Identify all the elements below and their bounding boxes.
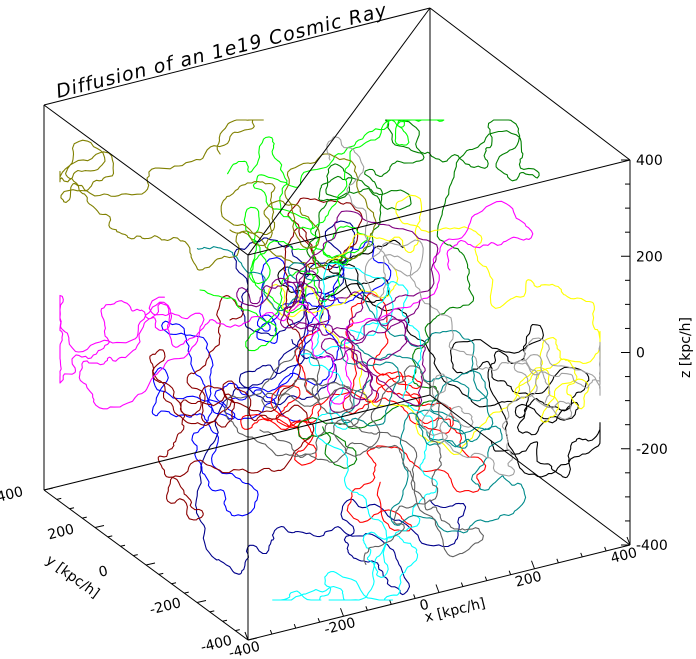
y-tick-mark [196,600,207,603]
trajectory-path [151,240,392,517]
x-minor-tick [460,582,464,587]
trajectory-path [59,200,534,410]
z-axis-label: z [kpc/h] [678,317,694,378]
y-minor-tick [107,535,113,538]
trajectory-path [224,346,484,565]
y-minor-tick [184,591,189,594]
box-edge-back-top-2 [247,159,631,256]
x-minor-tick [389,600,392,605]
trajectory-path [272,262,438,601]
y-axis-label: y [kpc/h] [43,552,103,601]
x-tick-label: -200 [323,615,358,638]
y-minor-tick [158,572,164,575]
y-minor-tick [209,610,215,613]
x-minor-tick [508,570,512,575]
y-minor-tick [235,629,240,632]
box-edge-top-right [429,7,631,161]
y-tick-label: 400 [0,484,25,506]
y-minor-tick [56,497,62,500]
y-tick-label: -400 [199,633,234,656]
axis-ticks: -400-2000200400-400-2000200400-400-20002… [0,153,668,659]
y-tick-mark [145,562,156,566]
x-tick-label: 0 [418,597,431,615]
trajectory-path [196,246,527,534]
x-tick-label: 400 [609,545,639,567]
x-minor-tick [484,576,488,581]
z-tick-label: 200 [636,249,663,265]
y-tick-mark [43,487,54,491]
x-tick-label: 200 [514,569,544,591]
box-edge-diagonal-right [429,394,631,546]
x-tick-mark [340,608,344,617]
z-tick-label: 400 [636,153,663,169]
x-tick-mark [531,560,535,569]
trajectory-path [326,136,601,477]
y-tick-label: 200 [46,521,76,543]
trajectory-path [59,119,377,271]
trajectory-layer [59,119,601,601]
x-minor-tick [317,618,321,623]
x-tick-mark [435,584,440,593]
box-edge-top-left [43,7,431,106]
y-tick-label: -200 [148,595,183,618]
x-axis-label: x [kpc/h] [423,595,487,626]
trajectory-path [199,119,445,352]
box-edge-front-top [43,104,249,256]
axis-labels: Diffusion of an 1e19 Cosmic Ray x [kpc/h… [43,0,694,626]
trajectory-path [266,194,601,456]
y-minor-tick [120,544,126,547]
box-edge-diagonal-front [43,394,431,491]
z-tick-label: 0 [636,346,645,362]
z-tick-label: -400 [636,538,668,554]
x-minor-tick [293,623,297,629]
trajectory-path [240,292,487,532]
y-tick-mark [247,637,258,641]
x-minor-tick [580,552,583,558]
x-tick-mark [244,631,249,641]
box-edge-back-top [247,7,431,256]
x-minor-tick [365,606,368,611]
x-tick-mark [626,536,631,546]
y-minor-tick [69,507,75,510]
y-minor-tick [171,582,177,585]
x-minor-tick [413,594,416,599]
bounding-box [43,7,631,641]
y-minor-tick [133,554,138,557]
x-tick-label: -400 [227,639,262,659]
y-tick-mark [94,525,105,528]
z-tick-label: -200 [636,442,668,458]
y-minor-tick [82,516,87,519]
y-tick-label: 0 [97,563,110,581]
x-minor-tick [269,629,273,635]
y-minor-tick [222,619,228,622]
x-minor-tick [556,558,559,563]
x-minor-tick [604,546,607,552]
chart-title: Diffusion of an 1e19 Cosmic Ray [54,0,390,103]
